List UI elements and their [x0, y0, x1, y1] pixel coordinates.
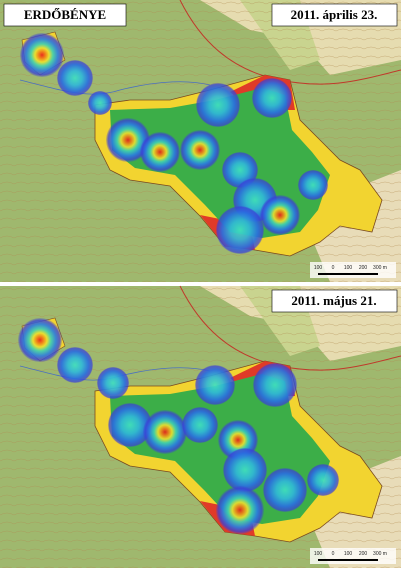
heat-spot: [260, 195, 300, 235]
heat-spot: [223, 448, 267, 492]
scale-label: 100: [344, 551, 353, 557]
scale-label: 0: [332, 551, 335, 557]
scale-label: 200: [359, 551, 368, 557]
scale-label: 100: [344, 265, 353, 271]
scale-label: 300 m: [373, 265, 387, 271]
date-box: [271, 3, 398, 27]
heat-spot: [182, 407, 218, 443]
heat-spot: [298, 170, 328, 200]
scale-label: 0: [332, 265, 335, 271]
heat-spot: [57, 60, 93, 96]
scale-label: 100: [314, 551, 323, 557]
heat-spot: [263, 468, 307, 512]
heat-spot: [216, 206, 264, 254]
heat-spot: [252, 78, 292, 118]
heat-spot: [18, 318, 62, 362]
place-name: ERDŐBÉNYE: [24, 7, 106, 22]
heat-spot: [307, 464, 339, 496]
heat-spot: [97, 367, 129, 399]
map-panel: 2011. május 21. 100 0 100 200 300 m: [0, 285, 401, 568]
date-label: 2011. május 21.: [291, 293, 376, 308]
scale-label: 200: [359, 265, 368, 271]
date-box: [271, 289, 398, 313]
heat-spot: [20, 33, 64, 77]
scale-label: 100: [314, 265, 323, 271]
date-label: 2011. április 23.: [291, 7, 378, 22]
heat-spot: [195, 365, 235, 405]
heat-spot: [143, 410, 187, 454]
heat-spot: [88, 91, 112, 115]
heat-spot: [108, 403, 152, 447]
heat-spot: [180, 130, 220, 170]
heat-spot: [57, 347, 93, 383]
scale-label: 300 m: [373, 551, 387, 557]
map-panel: ERDŐBÉNYE 2011. április 23. 100 0 100 200 300 …: [0, 0, 401, 282]
heat-spot: [253, 363, 297, 407]
heat-spot: [140, 132, 180, 172]
place-box: [3, 3, 127, 27]
heat-spot: [196, 83, 240, 127]
stream: [19, 79, 211, 95]
heat-spot: [216, 486, 264, 534]
heat-spot: [106, 118, 150, 162]
